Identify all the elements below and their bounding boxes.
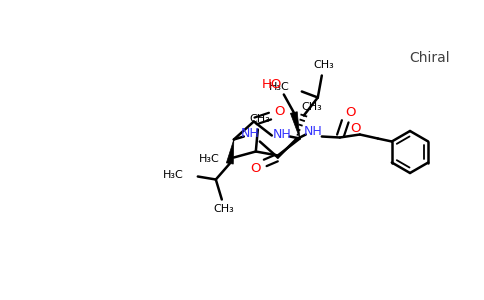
Text: NH: NH: [303, 125, 322, 138]
Text: O: O: [274, 105, 285, 118]
Text: Chiral: Chiral: [409, 51, 450, 65]
Polygon shape: [290, 112, 300, 139]
Text: NH: NH: [241, 127, 259, 140]
Text: HO: HO: [262, 78, 282, 91]
Text: CH₃: CH₃: [213, 205, 234, 214]
Text: CH₃: CH₃: [249, 115, 270, 124]
Text: H₃C: H₃C: [163, 170, 184, 181]
Text: CH₃: CH₃: [314, 61, 334, 70]
Polygon shape: [227, 140, 234, 164]
Text: CH₃: CH₃: [302, 101, 322, 112]
Text: NH: NH: [272, 128, 291, 141]
Text: O: O: [350, 122, 361, 135]
Text: O: O: [251, 162, 261, 175]
Text: H₃C: H₃C: [269, 82, 290, 92]
Text: O: O: [346, 106, 356, 119]
Text: H₃C: H₃C: [199, 154, 220, 164]
